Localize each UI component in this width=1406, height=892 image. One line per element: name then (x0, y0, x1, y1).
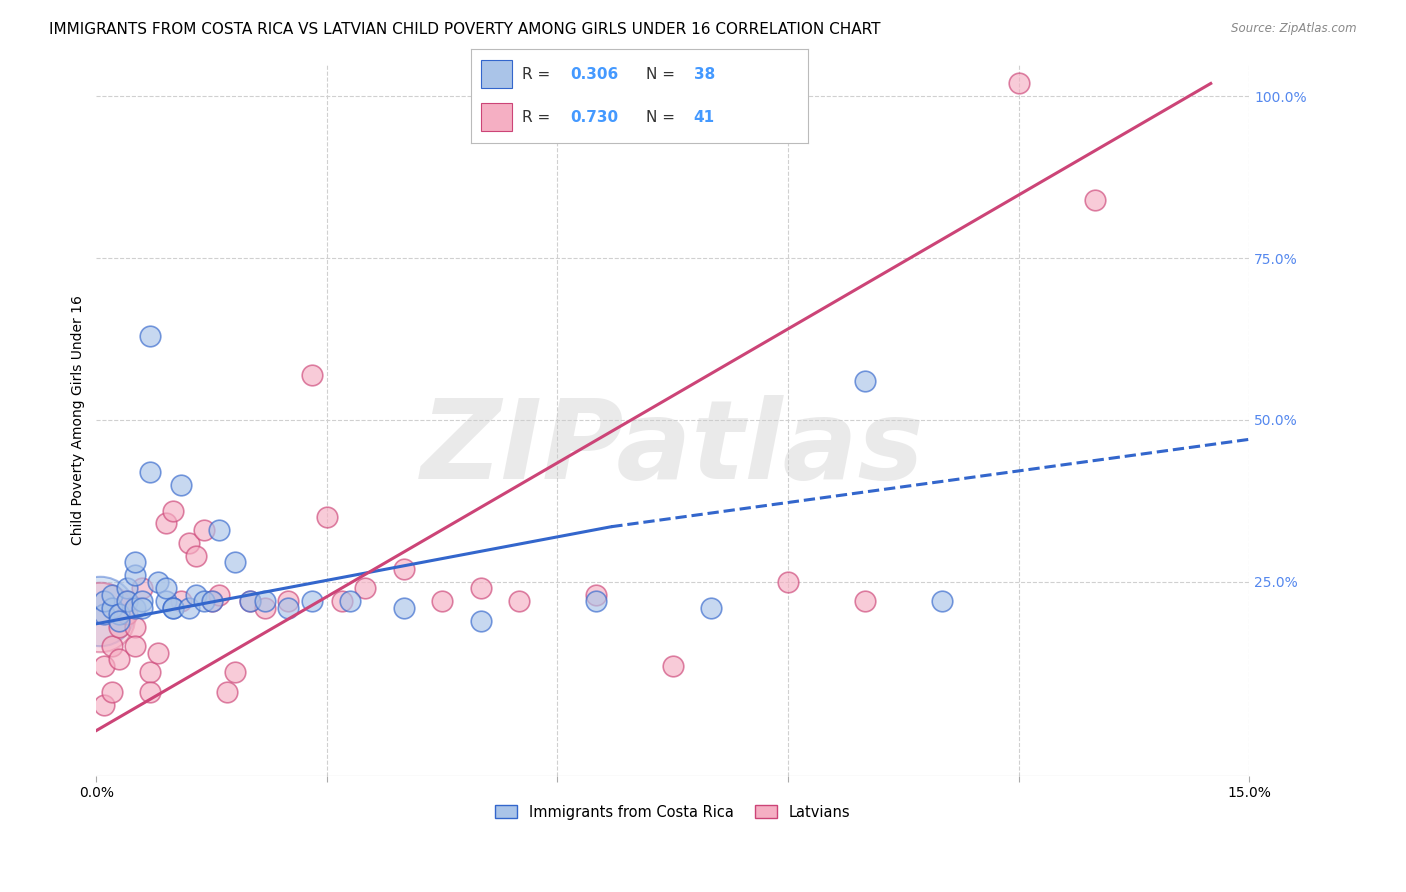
Point (239, 594, 262, 608)
Point (139, 465, 162, 479)
Point (131, 600, 153, 615)
Point (301, 368, 323, 382)
Point (93, 658, 115, 673)
Point (1007, 77, 1029, 91)
Point (392, 562, 415, 576)
Point (115, 594, 138, 608)
Point (155, 516, 177, 531)
Point (239, 594, 262, 608)
Legend: Immigrants from Costa Rica, Latvians: Immigrants from Costa Rica, Latvians (489, 799, 856, 825)
Point (432, 594, 454, 608)
Point (215, 684, 238, 698)
Point (776, 574, 799, 589)
Text: N =: N = (647, 110, 681, 125)
Point (254, 600, 277, 615)
Point (108, 620, 131, 634)
Point (124, 600, 146, 615)
Text: ZIPatlas: ZIPatlas (420, 395, 925, 502)
Point (131, 581, 153, 595)
Point (100, 600, 122, 615)
Point (661, 658, 683, 673)
Point (100, 588, 122, 602)
Text: N =: N = (647, 67, 681, 82)
Text: R =: R = (522, 67, 555, 82)
Point (115, 594, 138, 608)
Point (124, 568, 146, 582)
Point (170, 477, 193, 491)
Bar (481, 61, 512, 88)
Point (93, 607, 115, 621)
Point (170, 594, 193, 608)
Point (124, 555, 146, 569)
Point (89, 604, 111, 618)
Point (108, 652, 131, 666)
Point (1084, 193, 1107, 207)
Point (585, 594, 607, 608)
Point (100, 640, 122, 654)
Y-axis label: Child Poverty Among Girls Under 16: Child Poverty Among Girls Under 16 (72, 295, 86, 545)
Point (155, 594, 177, 608)
Point (208, 523, 231, 537)
Point (115, 581, 138, 595)
Point (354, 581, 377, 595)
Text: 38: 38 (693, 67, 716, 82)
Point (339, 594, 361, 608)
Point (124, 640, 146, 654)
Point (316, 510, 339, 524)
Point (162, 600, 184, 615)
Point (392, 600, 415, 615)
Point (193, 523, 215, 537)
Point (301, 594, 323, 608)
Point (115, 607, 138, 621)
Point (330, 594, 353, 608)
Point (208, 588, 231, 602)
Text: 0.306: 0.306 (571, 67, 619, 82)
Point (108, 614, 131, 628)
Text: 41: 41 (693, 110, 714, 125)
Point (193, 594, 215, 608)
Point (146, 574, 169, 589)
Text: 0.730: 0.730 (571, 110, 619, 125)
Point (162, 503, 184, 517)
Point (277, 600, 299, 615)
Point (100, 684, 122, 698)
Point (201, 594, 224, 608)
Text: Source: ZipAtlas.com: Source: ZipAtlas.com (1232, 22, 1357, 36)
Point (470, 614, 492, 628)
Point (224, 665, 246, 680)
Point (224, 555, 246, 569)
Point (186, 588, 208, 602)
Point (155, 581, 177, 595)
Point (853, 374, 876, 388)
Point (93, 594, 115, 608)
Point (585, 588, 607, 602)
Point (131, 594, 153, 608)
Point (254, 594, 277, 608)
Point (124, 620, 146, 634)
Point (177, 536, 200, 550)
Point (139, 328, 162, 343)
Point (853, 594, 876, 608)
Point (177, 600, 200, 615)
Point (508, 594, 530, 608)
Point (146, 646, 169, 660)
Point (186, 549, 208, 563)
Point (470, 581, 492, 595)
Text: IMMIGRANTS FROM COSTA RICA VS LATVIAN CHILD POVERTY AMONG GIRLS UNDER 16 CORRELA: IMMIGRANTS FROM COSTA RICA VS LATVIAN CH… (49, 22, 880, 37)
Point (139, 684, 162, 698)
Point (931, 594, 953, 608)
Point (277, 594, 299, 608)
Text: R =: R = (522, 110, 555, 125)
Point (201, 594, 224, 608)
Point (700, 600, 723, 615)
Point (162, 600, 184, 615)
Point (139, 665, 162, 680)
Point (93, 698, 115, 712)
Point (89, 610, 111, 624)
Bar (481, 103, 512, 131)
Point (108, 607, 131, 621)
